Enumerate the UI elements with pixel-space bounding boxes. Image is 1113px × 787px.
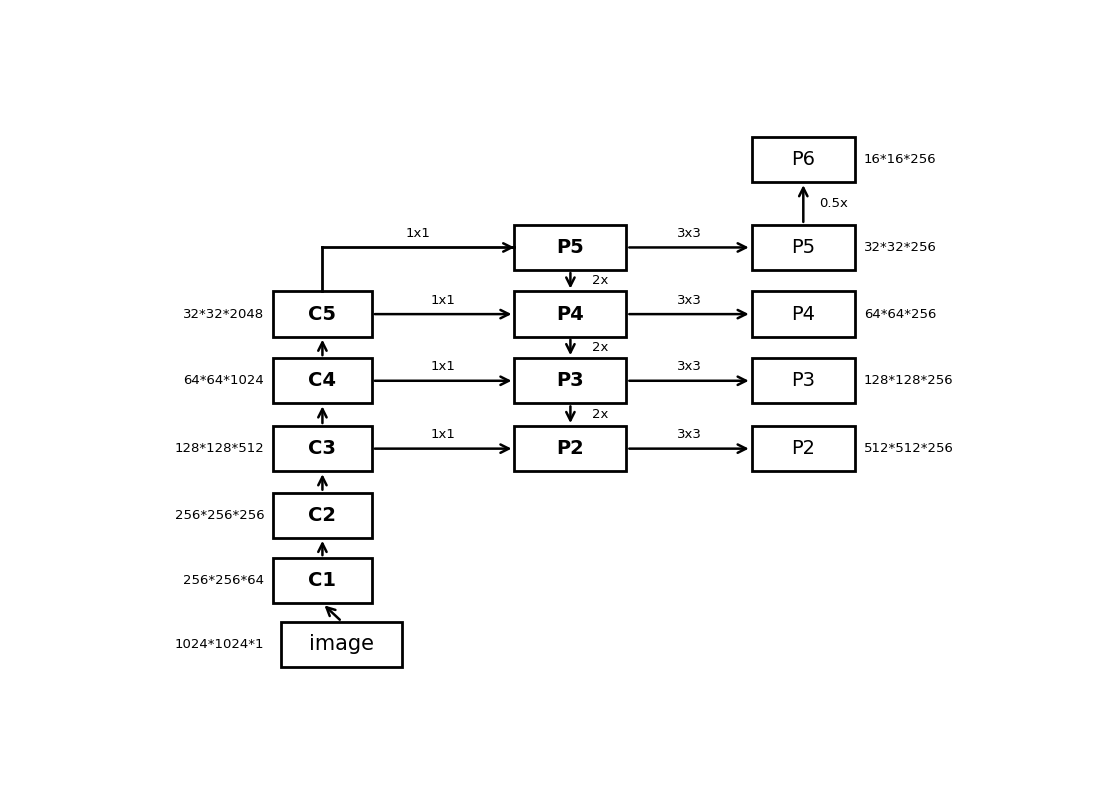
FancyBboxPatch shape [273,558,372,604]
FancyBboxPatch shape [751,358,855,404]
Text: 3x3: 3x3 [677,294,701,307]
Text: 3x3: 3x3 [677,227,701,240]
Text: 256*256*64: 256*256*64 [184,575,264,587]
FancyBboxPatch shape [514,358,627,404]
FancyBboxPatch shape [514,291,627,337]
Text: 1x1: 1x1 [431,360,455,374]
FancyBboxPatch shape [751,137,855,183]
Text: 2x: 2x [592,275,609,287]
FancyBboxPatch shape [751,291,855,337]
Text: 512*512*256: 512*512*256 [864,442,954,455]
Text: image: image [309,634,374,654]
Text: C3: C3 [308,439,336,458]
Text: 256*256*256: 256*256*256 [175,509,264,522]
Text: 1024*1024*1: 1024*1024*1 [175,638,264,651]
Text: 2x: 2x [592,341,609,354]
Text: P3: P3 [556,371,584,390]
FancyBboxPatch shape [273,291,372,337]
Text: 64*64*256: 64*64*256 [864,308,936,320]
Text: 1x1: 1x1 [431,294,455,307]
Text: 32*32*256: 32*32*256 [864,241,936,254]
FancyBboxPatch shape [514,225,627,270]
FancyBboxPatch shape [273,426,372,471]
Text: 1x1: 1x1 [406,227,431,240]
Text: C2: C2 [308,506,336,525]
FancyBboxPatch shape [751,225,855,270]
FancyBboxPatch shape [514,426,627,471]
Text: 0.5x: 0.5x [819,197,848,210]
Text: C4: C4 [308,371,336,390]
Text: P2: P2 [791,439,816,458]
Text: P2: P2 [556,439,584,458]
Text: 1x1: 1x1 [431,428,455,442]
Text: 64*64*1024: 64*64*1024 [184,375,264,387]
Text: 32*32*2048: 32*32*2048 [183,308,264,320]
FancyBboxPatch shape [273,493,372,538]
Text: P4: P4 [556,305,584,323]
Text: P3: P3 [791,371,816,390]
Text: 128*128*512: 128*128*512 [175,442,264,455]
Text: C5: C5 [308,305,336,323]
Text: 128*128*256: 128*128*256 [864,375,954,387]
Text: P5: P5 [556,238,584,257]
Text: 3x3: 3x3 [677,428,701,442]
Text: P5: P5 [791,238,816,257]
Text: P6: P6 [791,150,816,169]
Text: 16*16*256: 16*16*256 [864,153,936,166]
Text: P4: P4 [791,305,816,323]
Text: 2x: 2x [592,408,609,421]
FancyBboxPatch shape [282,622,402,667]
FancyBboxPatch shape [751,426,855,471]
Text: C1: C1 [308,571,336,590]
Text: 3x3: 3x3 [677,360,701,374]
FancyBboxPatch shape [273,358,372,404]
